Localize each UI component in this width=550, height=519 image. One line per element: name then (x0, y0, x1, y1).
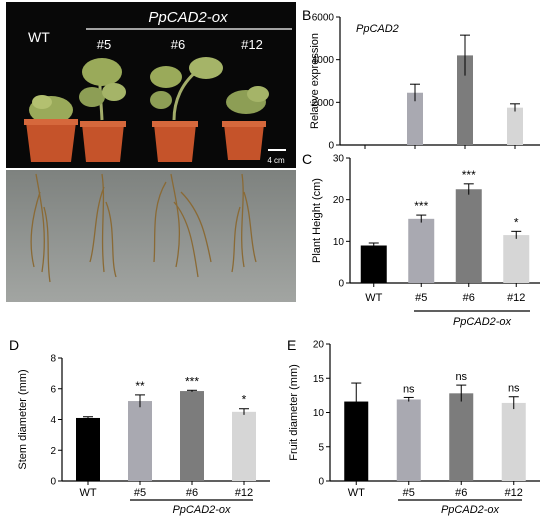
bar (232, 411, 256, 481)
y-tick-label: 15 (313, 374, 325, 385)
significance-label: ns (455, 371, 467, 383)
line12-plant (222, 86, 269, 160)
significance-label: ns (508, 383, 520, 395)
x-tick-label: #12 (505, 487, 523, 499)
x-tick-label: #12 (507, 292, 525, 304)
y-tick-label: 0 (318, 477, 324, 488)
significance-label: ns (403, 383, 415, 395)
group-label: PpCAD2-ox (441, 504, 500, 516)
bar (407, 92, 423, 145)
y-tick-label: 0 (50, 477, 56, 488)
y-axis-label: Fruit diameter (mm) (288, 364, 300, 461)
y-tick-label: 10 (333, 237, 345, 248)
x-tick-label: WT (365, 292, 382, 304)
panel-letter: B (302, 7, 311, 23)
x-tick-label: #12 (235, 487, 253, 499)
wt-plant (24, 95, 78, 162)
x-tick-label: #6 (455, 487, 467, 499)
y-tick-label: 0 (328, 141, 334, 152)
bar (503, 235, 530, 283)
panel-letter: E (287, 337, 296, 353)
bar (396, 399, 421, 481)
group-label: PpCAD2-ox (453, 316, 512, 328)
y-tick-label: 0 (338, 279, 344, 290)
bar (501, 402, 526, 481)
y-axis-label: Relative expression (309, 33, 321, 129)
y-tick-label: 2 (50, 446, 56, 457)
bar (507, 107, 523, 145)
x-tick-label: #5 (134, 487, 146, 499)
photo-line-label: #6 (171, 37, 185, 52)
y-tick-label: 6000 (312, 13, 335, 24)
photo-line-label: #5 (97, 37, 111, 52)
x-tick-label: WT (79, 487, 96, 499)
panel-letter: C (302, 151, 312, 167)
y-tick-label: 10 (313, 408, 325, 419)
line6-plant (150, 57, 223, 162)
y-tick-label: 8 (50, 354, 56, 365)
bar (457, 55, 473, 145)
y-tick-label: 6 (50, 384, 56, 395)
panel-letter: D (9, 337, 19, 353)
bar (449, 393, 474, 481)
bar (408, 218, 435, 283)
group-label: PpCAD2-ox (172, 504, 231, 516)
plant-photo: WT PpCAD2-ox #5 #6 #12 4 cm (6, 2, 296, 302)
significance-label: *** (414, 199, 428, 213)
significance-label: ** (135, 379, 145, 393)
significance-label: * (242, 393, 247, 407)
bar (180, 391, 204, 481)
root-systems (30, 173, 257, 283)
photo-group-label: PpCAD2-ox (148, 9, 228, 26)
bar (360, 245, 387, 283)
y-tick-label: 30 (333, 154, 345, 165)
y-axis-label: Plant Height (cm) (311, 178, 323, 263)
bar (455, 189, 482, 283)
significance-label: *** (185, 374, 199, 388)
y-tick-label: 5 (318, 442, 324, 453)
chart-title: PpCAD2 (356, 23, 399, 35)
x-tick-label: #6 (186, 487, 198, 499)
y-tick-label: 4000 (312, 55, 335, 66)
y-tick-label: 2000 (312, 98, 335, 109)
x-tick-label: #5 (415, 292, 427, 304)
photo-wt-label: WT (28, 29, 50, 45)
significance-label: * (514, 215, 519, 229)
y-tick-label: 20 (333, 195, 345, 206)
scale-bar-label: 4 cm (267, 156, 285, 165)
x-tick-label: WT (348, 487, 365, 499)
y-tick-label: 20 (313, 340, 325, 351)
photo-line-label: #12 (241, 37, 263, 52)
x-tick-label: #6 (463, 292, 475, 304)
significance-label: *** (462, 168, 476, 182)
bar (76, 417, 100, 481)
line5-plant (79, 58, 126, 162)
x-tick-label: #5 (403, 487, 415, 499)
y-tick-label: 4 (50, 415, 56, 426)
y-axis-label: Stem diameter (mm) (17, 369, 29, 469)
bar (128, 401, 152, 481)
photo-root-background (6, 170, 296, 302)
